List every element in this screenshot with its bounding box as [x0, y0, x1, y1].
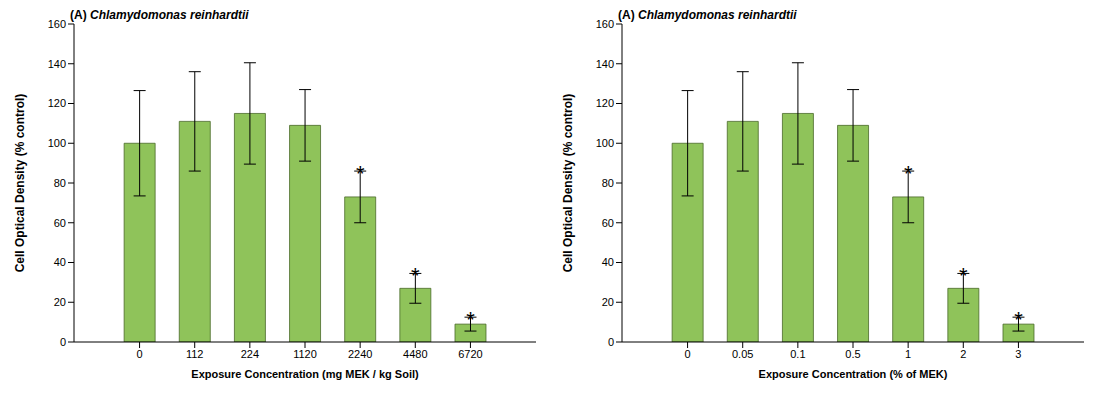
svg-text:0: 0 [685, 348, 691, 360]
svg-text:0.05: 0.05 [732, 348, 753, 360]
svg-text:0: 0 [60, 336, 66, 348]
svg-text:100: 100 [48, 137, 66, 149]
svg-text:4480: 4480 [403, 348, 427, 360]
svg-text:20: 20 [602, 296, 614, 308]
svg-text:*: * [356, 161, 365, 186]
svg-text:*: * [466, 307, 475, 332]
svg-text:140: 140 [48, 58, 66, 70]
svg-text:3: 3 [1015, 348, 1021, 360]
html-text:(A) Chlamydomonas reinhardtii: (A) Chlamydomonas reinhardtii [70, 8, 249, 22]
svg-text:60: 60 [54, 217, 66, 229]
svg-text:100: 100 [596, 137, 614, 149]
html-text:(A) Chlamydomonas reinhardtii: (A) Chlamydomonas reinhardtii [618, 8, 797, 22]
svg-text:140: 140 [596, 58, 614, 70]
svg-text:120: 120 [596, 97, 614, 109]
svg-text:60: 60 [602, 217, 614, 229]
svg-text:120: 120 [48, 97, 66, 109]
svg-text:2240: 2240 [348, 348, 372, 360]
svg-text:*: * [904, 161, 913, 186]
svg-text:*: * [1014, 307, 1023, 332]
svg-text:Exposure Concentration (% of M: Exposure Concentration (% of MEK) [759, 368, 948, 380]
svg-text:160: 160 [596, 18, 614, 30]
svg-text:80: 80 [602, 177, 614, 189]
svg-text:0.5: 0.5 [845, 348, 860, 360]
svg-text:112: 112 [186, 348, 204, 360]
svg-text:40: 40 [602, 256, 614, 268]
svg-text:Cell Optical Density (% contro: Cell Optical Density (% control) [13, 94, 27, 273]
svg-text:80: 80 [54, 177, 66, 189]
svg-text:1: 1 [905, 348, 911, 360]
svg-text:2: 2 [960, 348, 966, 360]
svg-text:1120: 1120 [293, 348, 317, 360]
svg-text:6720: 6720 [458, 348, 482, 360]
svg-text:0: 0 [608, 336, 614, 348]
svg-text:160: 160 [48, 18, 66, 30]
svg-text:*: * [959, 263, 968, 288]
svg-text:0: 0 [137, 348, 143, 360]
svg-text:Exposure Concentration (mg MEK: Exposure Concentration (mg MEK / kg Soil… [191, 368, 419, 380]
svg-text:0.1: 0.1 [790, 348, 805, 360]
svg-text:Cell Optical Density (% contro: Cell Optical Density (% control) [561, 94, 575, 273]
svg-text:224: 224 [241, 348, 259, 360]
svg-text:20: 20 [54, 296, 66, 308]
svg-text:*: * [411, 263, 420, 288]
svg-text:40: 40 [54, 256, 66, 268]
